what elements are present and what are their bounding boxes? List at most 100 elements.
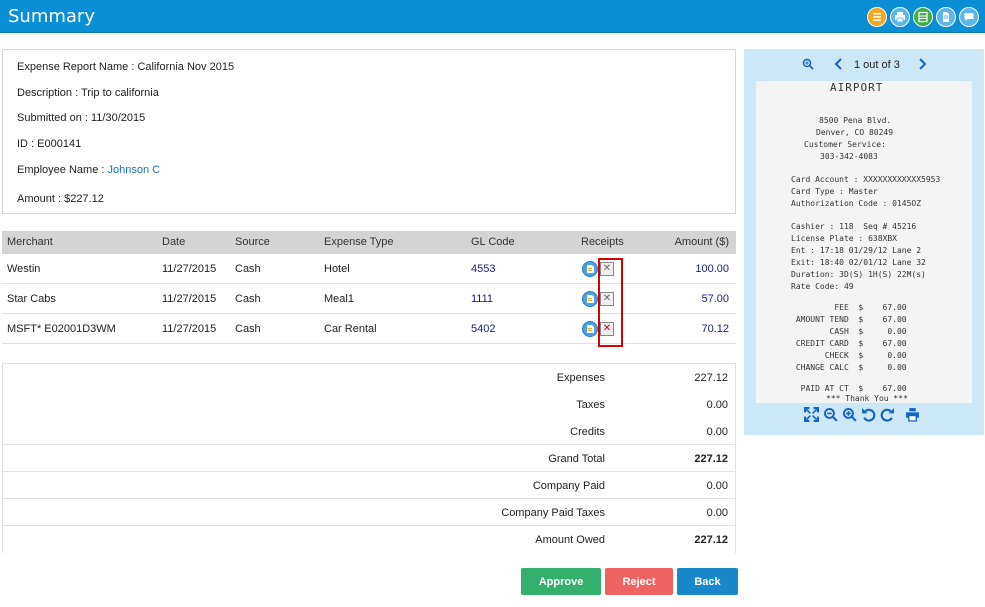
- receipt-line: Card Type : Master: [791, 187, 878, 196]
- column-header-receipts: Receipts: [581, 236, 624, 248]
- reject-button[interactable]: Reject: [605, 568, 673, 595]
- receipt-line: Ent : 17:18 01/29/12 Lane 2: [791, 246, 922, 255]
- receipt-line: Customer Service:: [804, 140, 886, 149]
- cell-gl-code: 4553: [471, 263, 496, 275]
- receipt-line: Rate Code: 49: [791, 282, 854, 291]
- viewer-controls: [804, 407, 920, 425]
- receipt-line: Exit: 18:40 02/01/12 Lane 32: [791, 258, 926, 267]
- document-icon[interactable]: [936, 7, 956, 27]
- receipt-line: CREDIT CARD $ 67.00: [791, 339, 907, 348]
- expense-table: Merchant Date Source Expense Type GL Cod…: [2, 231, 736, 344]
- list-icon[interactable]: [867, 7, 887, 27]
- receipt-line: Denver, CO 80249: [816, 128, 894, 137]
- receipt-viewer: 1 out of 3 AIRPORT 8500 Pena Blvd. Denve…: [744, 49, 984, 435]
- chevron-left-icon[interactable]: [834, 58, 844, 73]
- cell-expense-type: Hotel: [324, 263, 350, 275]
- table-row[interactable]: Westin 11/27/2015 Cash Hotel 4553 ✕ 100.…: [2, 254, 736, 284]
- print-icon[interactable]: [890, 7, 910, 27]
- receipt-line: Cashier : 118 Seq # 45216: [791, 222, 917, 231]
- totals-label: Amount Owed: [535, 534, 605, 546]
- chevron-right-icon[interactable]: [917, 58, 927, 73]
- totals-row-amount-owed: Amount Owed 227.12: [3, 526, 735, 553]
- totals-row-expenses: Expenses 227.12: [3, 364, 735, 391]
- cell-source: Cash: [235, 293, 261, 305]
- cell-date: 11/27/2015: [162, 293, 217, 305]
- totals-label: Taxes: [576, 399, 605, 411]
- column-header-gl-code: GL Code: [471, 236, 515, 248]
- receipt-delete-icon[interactable]: ✕: [600, 262, 614, 276]
- fullscreen-icon[interactable]: [804, 407, 819, 425]
- header-bar: Summary: [0, 0, 985, 33]
- receipt-image: AIRPORT 8500 Pena Blvd. Denver, CO 80249…: [756, 81, 972, 403]
- cell-source: Cash: [235, 323, 261, 335]
- employee-name-row: Employee Name : Johnson C: [17, 164, 160, 176]
- cell-amount: 57.00: [701, 293, 729, 305]
- totals-value: 0.00: [706, 399, 728, 411]
- totals-label: Expenses: [556, 372, 605, 384]
- table-row[interactable]: MSFT* E02001D3WM 11/27/2015 Cash Car Ren…: [2, 314, 736, 344]
- viewer-toolbar: 1 out of 3: [744, 55, 984, 75]
- receipt-view-icon[interactable]: [582, 321, 598, 337]
- cell-expense-type: Meal1: [324, 293, 354, 305]
- column-header-merchant: Merchant: [7, 236, 53, 248]
- print-icon[interactable]: [905, 407, 920, 425]
- comment-icon[interactable]: [959, 7, 979, 27]
- totals-row-taxes: Taxes 0.00: [3, 391, 735, 418]
- cell-merchant: MSFT* E02001D3WM: [7, 323, 116, 335]
- column-header-date: Date: [162, 236, 186, 248]
- table-row[interactable]: Star Cabs 11/27/2015 Cash Meal1 1111 ✕ 5…: [2, 284, 736, 314]
- totals-label: Company Paid Taxes: [501, 507, 605, 519]
- receipt-view-icon[interactable]: [582, 291, 598, 307]
- page-title: Summary: [8, 6, 95, 27]
- receipt-line: *** Thank You ***: [826, 394, 908, 403]
- totals-label: Grand Total: [548, 453, 605, 465]
- totals-value: 227.12: [694, 453, 728, 465]
- totals-row-company-paid-taxes: Company Paid Taxes 0.00: [3, 499, 735, 526]
- totals-panel: Expenses 227.12 Taxes 0.00 Credits 0.00 …: [2, 363, 736, 553]
- rotate-left-icon[interactable]: [861, 407, 876, 425]
- cell-merchant: Star Cabs: [7, 293, 56, 305]
- employee-name-link[interactable]: Johnson C: [107, 164, 161, 176]
- receipt-line: License Plate : 638XBX: [791, 234, 897, 243]
- receipt-line: FEE $ 67.00: [791, 303, 907, 312]
- back-button[interactable]: Back: [677, 568, 738, 595]
- zoom-in-icon[interactable]: [842, 407, 857, 425]
- cell-source: Cash: [235, 263, 261, 275]
- totals-label: Credits: [570, 426, 605, 438]
- receipt-line: AMOUNT TEND $ 67.00: [791, 315, 907, 324]
- rotate-right-icon[interactable]: [880, 407, 895, 425]
- totals-row-company-paid: Company Paid 0.00: [3, 472, 735, 499]
- totals-row-credits: Credits 0.00: [3, 418, 735, 445]
- receipt-actions: ✕: [582, 261, 614, 277]
- cell-date: 11/27/2015: [162, 263, 217, 275]
- totals-value: 0.00: [706, 480, 728, 492]
- zoom-in-icon[interactable]: [802, 58, 814, 73]
- zoom-out-icon[interactable]: [823, 407, 838, 425]
- receipt-line: CHANGE CALC $ 0.00: [791, 363, 907, 372]
- report-info-panel: Expense Report Name : California Nov 201…: [2, 49, 736, 214]
- employee-name-label: Employee Name :: [17, 164, 108, 176]
- receipt-view-icon[interactable]: [582, 261, 598, 277]
- cell-amount: 70.12: [701, 323, 729, 335]
- cell-merchant: Westin: [7, 263, 41, 275]
- receipt-line: Duration: 3D(S) 1H(S) 22M(s): [791, 270, 926, 279]
- approve-button[interactable]: Approve: [521, 568, 601, 595]
- report-name: Expense Report Name : California Nov 201…: [17, 61, 235, 73]
- cell-expense-type: Car Rental: [324, 323, 377, 335]
- receipt-actions: ✕: [582, 291, 614, 307]
- receipt-delete-icon[interactable]: ✕: [600, 322, 614, 336]
- receipt-delete-icon[interactable]: ✕: [600, 292, 614, 306]
- totals-value: 227.12: [694, 534, 728, 546]
- receipt-line: 8500 Pena Blvd.: [819, 116, 892, 125]
- cell-gl-code: 1111: [471, 293, 494, 305]
- header-toolbar: [867, 7, 979, 27]
- column-header-expense-type: Expense Type: [324, 236, 394, 248]
- totals-label: Company Paid: [532, 480, 605, 492]
- report-amount: Amount : $227.12: [17, 193, 104, 205]
- receipt-line: CASH $ 0.00: [791, 327, 907, 336]
- cell-date: 11/27/2015: [162, 323, 217, 335]
- spreadsheet-icon[interactable]: [913, 7, 933, 27]
- totals-value: 0.00: [706, 426, 728, 438]
- column-header-source: Source: [235, 236, 270, 248]
- report-submitted-date: Submitted on : 11/30/2015: [17, 112, 146, 124]
